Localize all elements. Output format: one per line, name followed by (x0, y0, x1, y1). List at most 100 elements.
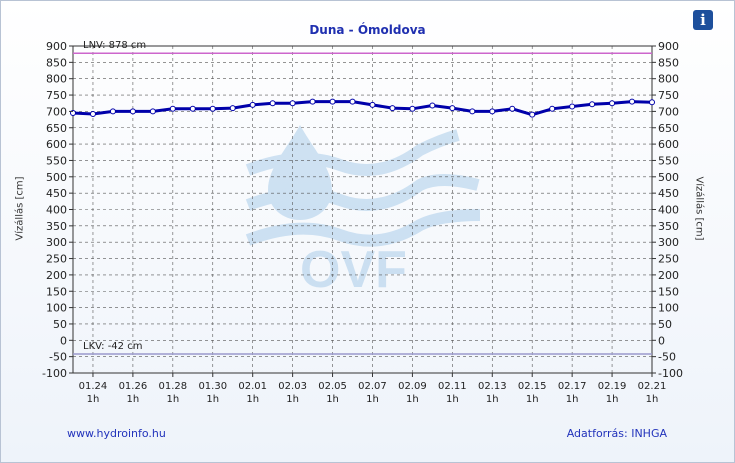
reference-lines: LNV: 878 cm LKV: -42 cm (73, 40, 652, 355)
x-tick-sublabel: 1h (606, 394, 619, 405)
info-icon[interactable]: i (693, 10, 713, 30)
x-tick-sublabel: 1h (127, 394, 140, 405)
y2-tick-label: 750 (658, 89, 679, 102)
data-point (349, 98, 356, 105)
ovf-watermark: OVF (245, 125, 481, 299)
x-tick-label: 01.30 (198, 381, 227, 392)
data-point (109, 108, 116, 115)
y2-tick-label: -100 (658, 367, 683, 380)
y-tick-label: 800 (46, 73, 67, 86)
y-tick-label: 200 (46, 269, 67, 282)
x-tick-label: 01.28 (159, 381, 188, 392)
x-tick-sublabel: 1h (366, 394, 379, 405)
y2-tick-label: 700 (658, 105, 679, 118)
data-point (429, 102, 436, 109)
x-tick-label: 02.19 (598, 381, 627, 392)
data-point (189, 105, 196, 112)
x-tick-sublabel: 1h (286, 394, 299, 405)
y-tick-label: 300 (46, 236, 67, 249)
data-point (129, 108, 136, 115)
x-tick-label: 02.05 (318, 381, 347, 392)
y2-tick-label: 300 (658, 236, 679, 249)
y-tick-label: 150 (46, 285, 67, 298)
y2-tick-label: 450 (658, 187, 679, 200)
data-point (449, 105, 456, 112)
data-point (589, 101, 596, 108)
x-tick-label: 02.07 (358, 381, 387, 392)
y2-tick-label: 500 (658, 171, 679, 184)
y-tick-label: 850 (46, 56, 67, 69)
x-tick-label: 01.24 (79, 381, 108, 392)
reference-line-label: LNV: 878 cm (83, 40, 146, 51)
y2-tick-label: 100 (658, 302, 679, 315)
y-tick-label: -100 (42, 367, 67, 380)
x-tick-label: 02.03 (278, 381, 307, 392)
x-tick-sublabel: 1h (206, 394, 219, 405)
y-axis-label-left: Vízállás [cm] (14, 176, 26, 241)
chart-title: Duna - Ómoldova (309, 23, 426, 37)
y2-tick-label: 600 (658, 138, 679, 151)
data-point (409, 105, 416, 112)
reference-line-label: LKV: -42 cm (83, 341, 142, 352)
x-tick-label: 02.11 (438, 381, 467, 392)
x-tick-sublabel: 1h (526, 394, 539, 405)
y-tick-label: 250 (46, 253, 67, 266)
data-point (149, 108, 156, 115)
y-tick-label: 650 (46, 122, 67, 135)
y-tick-label: 700 (46, 105, 67, 118)
y2-tick-label: 800 (658, 73, 679, 86)
x-tick-sublabel: 1h (246, 394, 259, 405)
y-tick-label: 100 (46, 302, 67, 315)
hydroinfo-link[interactable]: www.hydroinfo.hu (67, 427, 166, 440)
water-level-line (72, 100, 653, 117)
x-tick-label: 01.26 (119, 381, 148, 392)
y2-tick-label: 350 (658, 220, 679, 233)
y2-tick-label: 200 (658, 269, 679, 282)
data-point (269, 100, 276, 107)
x-tick-sublabel: 1h (406, 394, 419, 405)
data-point (229, 105, 236, 112)
series-group (70, 98, 655, 118)
y-tick-label: 600 (46, 138, 67, 151)
x-tick-label: 02.21 (638, 381, 667, 392)
data-point (209, 105, 216, 112)
watermark-text: OVF (300, 241, 407, 299)
data-point (649, 99, 655, 106)
x-tick-sublabel: 1h (87, 394, 100, 405)
y-axis-label-right: Vízállás [cm] (693, 176, 705, 241)
y2-tick-label: -50 (658, 351, 676, 364)
x-tick-label: 02.17 (558, 381, 587, 392)
y-tick-label: -50 (49, 351, 67, 364)
y2-tick-label: 550 (658, 154, 679, 167)
y2-tick-label: 900 (658, 40, 679, 53)
y2-tick-label: 250 (658, 253, 679, 266)
y2-tick-label: 150 (658, 285, 679, 298)
grid-lines (73, 45, 653, 374)
data-point (169, 105, 176, 112)
y2-tick-label: 0 (658, 334, 665, 347)
data-point (529, 111, 536, 118)
x-tick-sublabel: 1h (566, 394, 579, 405)
data-point (289, 100, 296, 107)
data-point (309, 98, 316, 105)
y-tick-label: 900 (46, 40, 67, 53)
axes: -100 -100 -50 -50 0 0 50 50 100 100 150 150 200 200 25… (42, 40, 683, 405)
data-point (89, 111, 96, 118)
x-tick-sublabel: 1h (446, 394, 459, 405)
data-point (469, 108, 476, 115)
y2-tick-label: 650 (658, 122, 679, 135)
x-tick-label: 02.15 (518, 381, 547, 392)
data-point (329, 98, 336, 105)
data-point (629, 98, 636, 105)
data-point (489, 108, 496, 115)
x-tick-sublabel: 1h (166, 394, 179, 405)
y-tick-label: 750 (46, 89, 67, 102)
data-point (509, 105, 516, 112)
y-tick-label: 0 (60, 334, 67, 347)
y-tick-label: 400 (46, 204, 67, 217)
data-point (249, 101, 256, 108)
y-tick-label: 350 (46, 220, 67, 233)
data-source: Adatforrás: INHGA (566, 427, 667, 440)
